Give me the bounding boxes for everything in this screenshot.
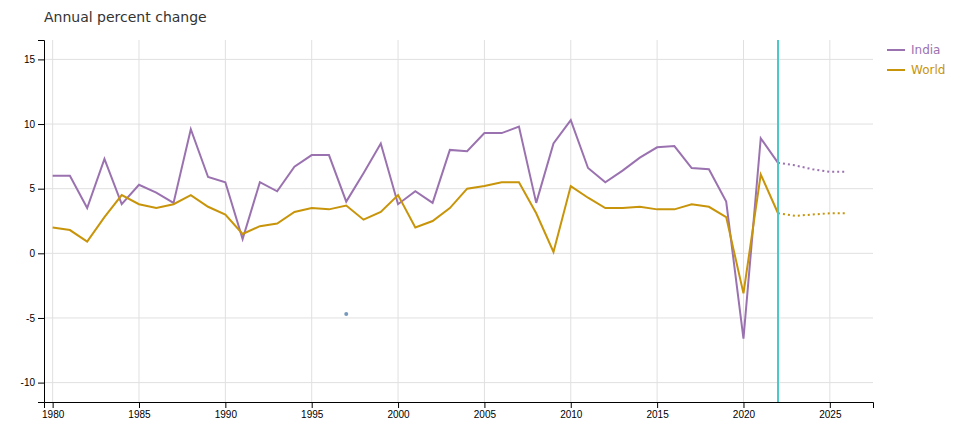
x-axis-line [45, 403, 874, 409]
y-tick: 15 [24, 54, 44, 65]
y-axis: -10 -5 0 5 10 15 [21, 41, 45, 403]
x-tick-label: 1990 [215, 409, 238, 420]
grid-line-x [52, 40, 53, 402]
x-tick-label: 1980 [42, 409, 65, 420]
x-tick-mark [830, 402, 831, 408]
x-tick: 2005 [474, 402, 497, 420]
y-tick-label: 10 [24, 119, 36, 130]
grid-line-x [138, 40, 139, 402]
y-tick-mark [38, 253, 44, 254]
y-tick: -5 [26, 313, 44, 324]
legend-item: World [887, 63, 945, 77]
x-tick-label: 2010 [560, 409, 583, 420]
x-tick-mark [312, 402, 313, 408]
grid-line-x [657, 40, 658, 402]
annotation-point [344, 312, 348, 316]
series-line [53, 174, 778, 293]
x-tick-label: 2000 [387, 409, 410, 420]
x-tick: 1995 [301, 402, 324, 420]
grid-line-y [44, 59, 873, 60]
x-tick-mark [484, 402, 485, 408]
chart: 1980 1985 1990 1995 2000 2005 2010 2015 2020 2025… [0, 0, 973, 436]
y-tick: -10 [21, 377, 44, 388]
forecast-line [777, 40, 779, 402]
y-tick-mark [38, 124, 44, 125]
y-tick-label: -5 [26, 313, 35, 324]
grid-line-x [829, 40, 830, 402]
grid-line-y [44, 188, 873, 189]
series-line [778, 213, 847, 216]
y-tick-mark [38, 189, 44, 190]
series-line [778, 163, 847, 172]
x-tick-label: 2005 [474, 409, 497, 420]
x-tick: 1985 [128, 402, 151, 420]
x-tick: 2015 [646, 402, 669, 420]
plot: 1980 1985 1990 1995 2000 2005 2010 2015 2020 2025… [21, 40, 874, 420]
y-tick-label: 0 [29, 248, 35, 259]
legend-swatch [887, 69, 905, 71]
grid-line-y [44, 124, 873, 125]
y-tick-label: 15 [24, 54, 36, 65]
legend-label: World [911, 63, 945, 77]
x-tick-label: 1995 [301, 409, 324, 420]
x-tick: 2000 [387, 402, 410, 420]
x-tick-label: 2020 [733, 409, 756, 420]
x-tick-mark [53, 402, 54, 408]
x-tick-mark [139, 402, 140, 408]
grid-line-x [398, 40, 399, 402]
grid [44, 40, 873, 402]
y-tick-mark [38, 59, 44, 60]
x-tick: 2010 [560, 402, 583, 420]
legend-label: India [911, 43, 940, 57]
x-tick-mark [743, 402, 744, 408]
grid-line-y [44, 382, 873, 383]
y-tick: 0 [29, 248, 44, 259]
x-tick-label: 1985 [128, 409, 151, 420]
grid-line-x [570, 40, 571, 402]
x-tick: 1990 [215, 402, 238, 420]
title: Annual percent change [44, 9, 207, 25]
x-tick-mark [657, 402, 658, 408]
x-tick: 2025 [819, 402, 842, 420]
x-tick-mark [225, 402, 226, 408]
y-tick: 5 [29, 183, 44, 194]
x-tick-label: 2025 [819, 409, 842, 420]
x-tick: 1980 [42, 402, 65, 420]
grid-line-x [484, 40, 485, 402]
legend-item: India [887, 43, 940, 57]
grid-line-y [44, 317, 873, 318]
grid-line-x [225, 40, 226, 402]
y-tick-mark [38, 383, 44, 384]
legend: India World [887, 43, 945, 77]
grid-line-x [743, 40, 744, 402]
y-tick: 10 [24, 119, 44, 130]
y-tick-label: 5 [29, 183, 35, 194]
grid-line-x [311, 40, 312, 402]
x-tick-mark [571, 402, 572, 408]
marks [53, 40, 847, 402]
y-tick-label: -10 [21, 377, 36, 388]
series-line [53, 120, 778, 338]
x-axis: 1980 1985 1990 1995 2000 2005 2010 2015 2020 2025 [42, 402, 873, 420]
x-tick-mark [398, 402, 399, 408]
x-tick: 2020 [733, 402, 756, 420]
y-axis-line [38, 41, 45, 403]
x-tick-label: 2015 [646, 409, 669, 420]
legend-swatch [887, 49, 905, 51]
y-tick-mark [38, 318, 44, 319]
